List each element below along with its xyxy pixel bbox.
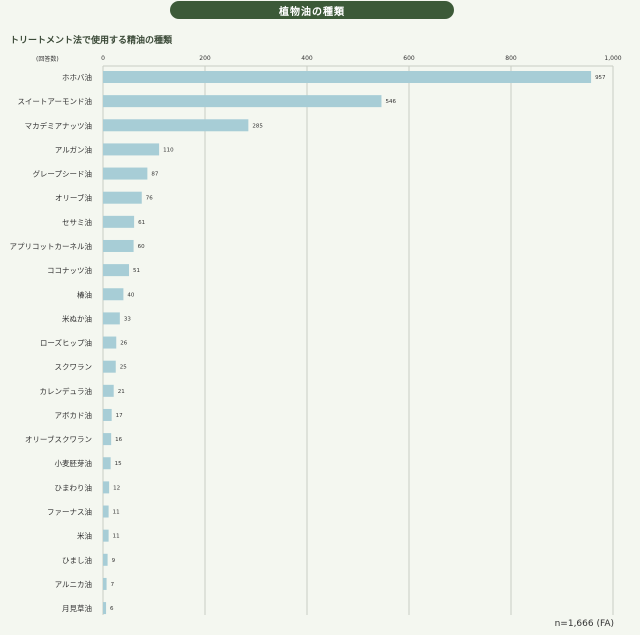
bar [103,577,107,590]
value-label: 87 [151,172,158,178]
x-tick-label: 0 [101,55,105,62]
category-label: セサミ油 [62,217,92,227]
category-label: アプリコットカーネル油 [10,241,93,251]
category-label: アボカド油 [55,410,93,420]
category-label: 月見草油 [62,603,92,613]
value-label: 6 [110,606,114,612]
bar [103,215,135,228]
x-tick-label: 200 [199,55,211,62]
category-label: カレンデュラ油 [40,386,93,396]
category-label: アルニカ油 [55,579,92,589]
value-label: 285 [252,123,263,129]
category-label: ひまわり油 [55,482,93,492]
bar [103,553,108,566]
category-label: ホホバ油 [62,72,92,82]
category-label: 米油 [77,531,92,541]
category-label: オリーブスクワラン [25,434,92,444]
category-label: ローズヒップ油 [40,338,92,348]
category-label: 小麦胚芽油 [55,458,93,468]
value-label: 21 [118,389,125,395]
category-label: グレープシード油 [32,169,92,179]
value-label: 61 [138,220,145,226]
category-label: ココナッツ油 [47,265,92,275]
value-label: 51 [133,268,140,274]
chart-title-banner: 植物油の種類 [170,1,454,19]
bar [103,119,249,132]
sample-size-note: n=1,666 (FA) [554,619,614,629]
value-label: 957 [595,75,606,81]
value-label: 546 [385,99,396,105]
bar [103,336,117,349]
chart-subtitle: トリートメント法で使用する精油の種類 [10,36,173,46]
bar [103,602,107,615]
x-tick-label: 400 [301,55,313,62]
bar [103,457,111,470]
bar [103,384,114,397]
value-label: 11 [113,534,120,540]
value-label: 12 [113,485,120,491]
category-label: マカデミアナッツ油 [25,120,92,130]
value-label: 11 [113,510,120,516]
category-label: ひまし油 [62,555,92,565]
value-label: 33 [124,316,131,322]
bar [103,95,382,108]
bar [103,191,142,204]
bar [103,312,120,325]
category-label: アルガン油 [55,144,92,154]
unit-label: (回答数) [36,56,59,63]
bar [103,408,112,421]
value-label: 17 [116,413,123,419]
category-label: ファーナス油 [47,507,92,517]
bar [103,288,124,301]
value-label: 40 [127,292,134,298]
x-tick-label: 1,000 [604,55,621,62]
value-label: 16 [115,437,122,443]
bar [103,71,592,83]
value-label: 76 [146,196,153,202]
value-label: 15 [115,461,122,467]
bar [103,505,109,518]
category-label: スクワラン [55,363,93,372]
bar [103,167,148,180]
value-label: 9 [112,558,116,564]
bar [103,481,110,494]
bar [103,529,109,542]
chart-title: 植物油の種類 [279,6,345,18]
x-tick-label: 600 [403,55,415,62]
bar [103,239,134,252]
category-label: オリーブ油 [55,193,92,203]
x-tick-label: 800 [505,55,517,62]
category-label: スイートアーモンド油 [17,96,92,106]
bar [103,264,130,277]
category-label: 米ぬか油 [62,313,92,323]
bar [103,143,160,156]
value-label: 26 [120,341,127,347]
bar [103,360,116,373]
value-label: 110 [163,147,174,153]
value-label: 60 [138,244,145,250]
value-label: 7 [111,582,115,588]
category-label: 椿油 [77,289,92,299]
value-label: 25 [120,365,127,371]
bar [103,433,112,446]
